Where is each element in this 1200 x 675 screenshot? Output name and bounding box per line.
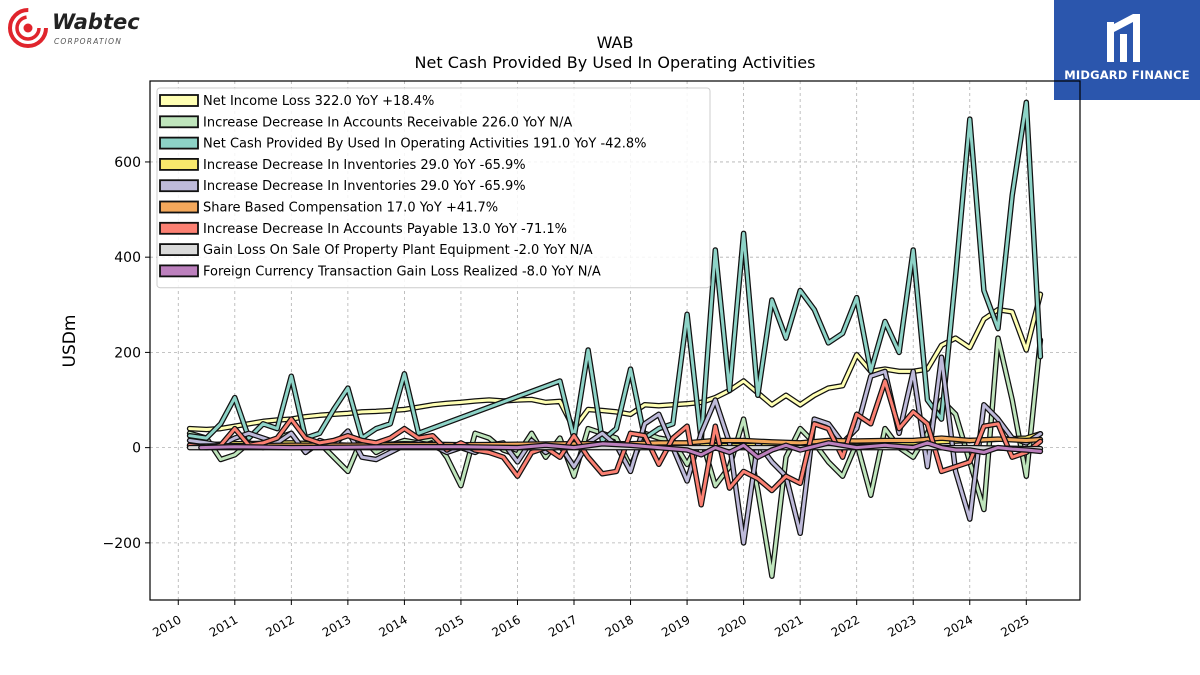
chart-title: WAB — [597, 33, 634, 52]
series-line-6 — [186, 378, 1044, 508]
legend-swatch — [159, 221, 199, 235]
x-tick-label: 2010 — [150, 612, 183, 639]
x-tick-label: 2016 — [490, 612, 523, 639]
legend-label: Increase Decrease In Inventories 29.0 Yo… — [203, 179, 526, 194]
x-tick-label: 2024 — [942, 612, 975, 639]
chart-subtitle: Net Cash Provided By Used In Operating A… — [415, 53, 816, 72]
y-tick-label: 600 — [114, 155, 141, 171]
x-tick-label: 2013 — [320, 612, 353, 639]
legend-label: Net Income Loss 322.0 YoY +18.4% — [203, 94, 434, 109]
legend-item: Increase Decrease In Inventories 29.0 Yo… — [159, 157, 526, 173]
x-tick-label: 2015 — [433, 612, 466, 639]
y-tick-label: 200 — [114, 345, 141, 361]
wabtec-logo-text: Wabtec — [52, 10, 140, 34]
x-tick-label: 2020 — [716, 612, 749, 639]
x-tick-label: 2025 — [998, 612, 1031, 639]
legend-swatch — [159, 157, 199, 171]
series-stroke — [188, 379, 1042, 507]
y-tick-label: −200 — [103, 536, 141, 552]
wabtec-logo-subtext: CORPORATION — [54, 37, 123, 46]
legend-item: Net Income Loss 322.0 YoY +18.4% — [159, 94, 434, 109]
x-tick-label: 2019 — [659, 612, 692, 639]
series-lines — [186, 99, 1044, 579]
x-tick-label: 2014 — [376, 612, 409, 639]
legend-box — [156, 87, 711, 289]
x-tick-label: 2021 — [772, 612, 805, 639]
midgard-finance-logo-icon — [1107, 14, 1140, 62]
x-tick-label: 2012 — [263, 612, 296, 639]
legend-label: Gain Loss On Sale Of Property Plant Equi… — [203, 243, 593, 258]
legend-label: Increase Decrease In Accounts Payable 13… — [203, 222, 567, 237]
y-tick-label: 0 — [132, 441, 141, 457]
legend-label: Foreign Currency Transaction Gain Loss R… — [203, 264, 601, 279]
midgard-finance-badge: MIDGARD FINANCE — [1054, 0, 1200, 100]
x-tick-label: 2017 — [546, 612, 579, 639]
legend-label: Increase Decrease In Accounts Receivable… — [203, 115, 572, 130]
legend-swatch — [159, 136, 199, 150]
x-tick-label: 2022 — [829, 612, 862, 639]
legend-item: Share Based Compensation 17.0 YoY +41.7% — [159, 200, 498, 216]
series-line-8 — [198, 440, 1044, 460]
legend-swatch — [159, 243, 199, 257]
series-stroke — [199, 441, 1042, 459]
x-tick-label: 2011 — [207, 612, 240, 639]
legend-item: Increase Decrease In Accounts Payable 13… — [159, 221, 567, 237]
y-tick-label: 400 — [114, 250, 141, 266]
legend-swatch — [159, 179, 199, 193]
x-tick-label: 2023 — [885, 612, 918, 639]
legend-label: Net Cash Provided By Used In Operating A… — [203, 137, 646, 152]
legend-item: Foreign Currency Transaction Gain Loss R… — [159, 264, 601, 279]
legend-swatch — [159, 94, 199, 107]
legend-swatch — [159, 115, 199, 129]
midgard-finance-text: MIDGARD FINANCE — [1064, 68, 1190, 82]
legend-label: Share Based Compensation 17.0 YoY +41.7% — [203, 201, 498, 216]
legend-swatch — [159, 264, 199, 278]
legend-item: Net Cash Provided By Used In Operating A… — [159, 136, 646, 152]
series-stroke — [188, 100, 1042, 442]
legend-item: Increase Decrease In Inventories 29.0 Yo… — [159, 179, 526, 194]
legend-item: Gain Loss On Sale Of Property Plant Equi… — [159, 243, 593, 258]
x-tick-label: 2018 — [603, 612, 636, 639]
wabtec-logo: Wabtec CORPORATION — [6, 6, 156, 52]
legend-swatch — [159, 200, 199, 214]
y-axis-label: USDm — [60, 315, 80, 368]
plot-frame — [149, 80, 1081, 601]
legend-label: Increase Decrease In Inventories 29.0 Yo… — [203, 158, 526, 173]
legend: Net Income Loss 322.0 YoY +18.4% Increase… — [156, 87, 711, 289]
legend-item: Increase Decrease In Accounts Receivable… — [159, 115, 572, 130]
wabtec-logo-mark — [8, 8, 48, 48]
series-line-2 — [186, 99, 1044, 444]
